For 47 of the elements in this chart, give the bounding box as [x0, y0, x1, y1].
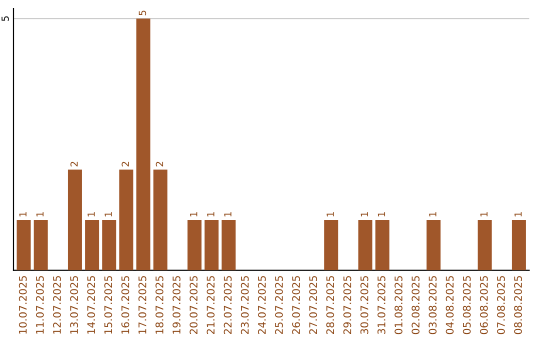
x-tick-label: 21.07.2025 [206, 276, 215, 334]
x-tick-label: 03.08.2025 [428, 276, 437, 334]
x-tick-label: 26.07.2025 [292, 276, 300, 334]
data-label: 2 [122, 162, 129, 166]
x-tick-label: 31.07.2025 [377, 276, 386, 334]
x-tick-label: 10.07.2025 [18, 276, 27, 334]
x-tick-label: 30.07.2025 [360, 276, 368, 334]
data-label: 1 [378, 212, 386, 216]
x-tick-label: 14.07.2025 [87, 276, 96, 334]
x-tick-label: 22.07.2025 [224, 276, 232, 334]
data-label: 1 [88, 212, 95, 216]
x-tick-label: 06.08.2025 [480, 276, 488, 334]
x-tick-label: 25.07.2025 [275, 276, 283, 334]
data-label: 1 [190, 212, 198, 216]
x-tick-label: 04.08.2025 [446, 276, 454, 334]
data-label: 1 [429, 212, 436, 216]
x-tick-label: 05.08.2025 [462, 276, 471, 334]
x-tick-label: 28.07.2025 [326, 276, 334, 334]
x-tick-label: 27.07.2025 [309, 276, 318, 334]
data-label: 2 [156, 162, 164, 166]
x-tick-label: 12.07.2025 [53, 276, 61, 334]
x-tick-label: 20.07.2025 [190, 276, 198, 334]
x-tick-label: 15.07.2025 [104, 276, 112, 334]
data-label: 1 [207, 212, 214, 216]
data-label: 2 [70, 162, 78, 166]
x-tick-label: 13.07.2025 [70, 276, 78, 334]
x-tick-label: 02.08.2025 [412, 276, 420, 334]
data-label: 1 [360, 212, 368, 216]
x-tick-label: 01.08.2025 [394, 276, 402, 334]
x-tick-label: 19.07.2025 [172, 276, 180, 334]
x-tick-label: 18.07.2025 [156, 276, 164, 334]
x-tick-label: 16.07.2025 [121, 276, 130, 334]
x-tick-label: 23.07.2025 [240, 276, 249, 334]
x-tick-label: 24.07.2025 [258, 276, 266, 334]
data-label: 1 [514, 212, 522, 216]
x-tick-label: 08.08.2025 [514, 276, 522, 334]
x-tick-label: 29.07.2025 [343, 276, 352, 334]
data-label: 1 [480, 212, 488, 216]
x-tick-label: 11.07.2025 [36, 276, 44, 334]
data-label: 1 [19, 212, 26, 216]
data-label: 1 [36, 212, 44, 216]
data-label: 1 [326, 212, 334, 216]
x-tick-label: 07.08.2025 [497, 276, 505, 334]
x-tick-label: 17.07.2025 [138, 276, 146, 334]
data-label: 1 [224, 212, 232, 216]
data-label: 1 [104, 212, 112, 216]
data-label: 5 [138, 10, 146, 16]
